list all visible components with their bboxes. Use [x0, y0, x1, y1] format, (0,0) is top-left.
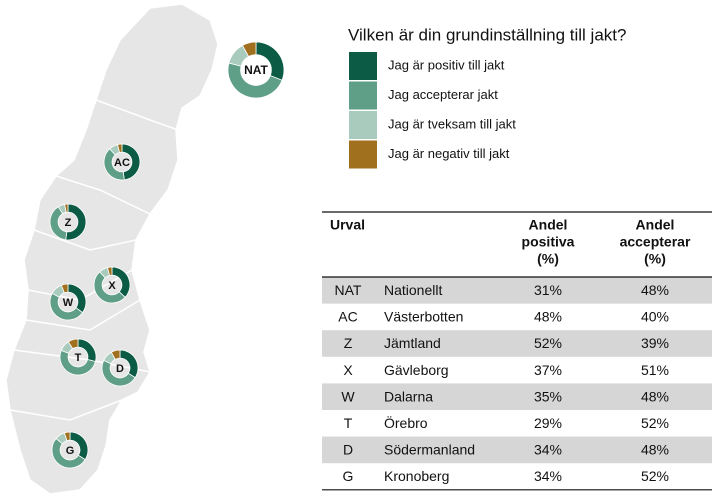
table-cell: 48% — [641, 282, 669, 298]
table-cell: 29% — [534, 415, 562, 431]
donut-segment — [117, 143, 123, 153]
donut: Z — [49, 203, 87, 241]
table-cell: 48% — [641, 442, 669, 458]
table-cell: Södermanland — [384, 442, 475, 458]
sweden-map — [5, 3, 219, 495]
donut-segment — [107, 266, 113, 276]
table-cell: 31% — [534, 282, 562, 298]
row-band — [322, 277, 712, 304]
table-cell: 37% — [534, 362, 562, 378]
donut-label: W — [63, 297, 74, 309]
table-cell: Z — [344, 335, 353, 351]
table-header: (%) — [644, 251, 666, 267]
donut-label: Z — [65, 217, 72, 229]
table-cell: 35% — [534, 388, 562, 404]
table-cell: 34% — [534, 468, 562, 484]
row-band — [322, 383, 712, 410]
legend-label: Jag är negativ till jakt — [388, 146, 510, 161]
table-cell: Kronoberg — [384, 468, 449, 484]
table-cell: 39% — [641, 335, 669, 351]
table-cell: NAT — [335, 282, 362, 298]
donut-label: X — [108, 280, 116, 292]
donut: NAT — [227, 41, 285, 99]
table-cell: 51% — [641, 362, 669, 378]
legend-label: Jag är tveksam till jakt — [388, 116, 516, 131]
table-header: positiva — [522, 234, 575, 250]
donut: T — [59, 338, 97, 376]
table-header: (%) — [537, 251, 559, 267]
donut-segment — [67, 338, 79, 350]
row-band — [322, 330, 712, 357]
table-cell: 52% — [641, 468, 669, 484]
donut: AC — [103, 143, 141, 181]
table-cell: Gävleborg — [384, 362, 449, 378]
donut: X — [93, 266, 131, 304]
donut-label: D — [116, 363, 124, 375]
table-header: accepterar — [620, 234, 691, 250]
legend-swatch — [349, 81, 377, 110]
legend-swatch — [349, 52, 377, 80]
table-header: Andel — [529, 217, 568, 233]
table-cell: Västerbotten — [384, 309, 463, 325]
donuts: NAT AC Z X W T D G — [49, 41, 285, 469]
donut: W — [49, 283, 87, 321]
table-header: Urval — [330, 217, 365, 233]
table-cell: Jämtland — [384, 335, 441, 351]
table-cell: Örebro — [384, 414, 428, 431]
table-cell: Dalarna — [384, 388, 433, 404]
donut-label: NAT — [244, 63, 268, 77]
table-cell: 48% — [534, 309, 562, 325]
donut-segment — [227, 62, 283, 99]
legend-label: Jag accepterar jakt — [388, 87, 498, 102]
donut-label: G — [66, 445, 75, 457]
table-cell: 34% — [534, 442, 562, 458]
donut-label: AC — [114, 157, 130, 169]
donut-segment — [241, 41, 257, 58]
legend-swatch — [349, 111, 377, 139]
legend-title: Vilken är din grundinställning till jakt… — [348, 25, 626, 44]
donut-segment — [63, 431, 71, 442]
table-cell: 48% — [641, 388, 669, 404]
donut: G — [51, 431, 89, 469]
table-cell: 52% — [534, 335, 562, 351]
legend: Jag är positiv till jakt Jag accepterar j… — [349, 52, 516, 169]
legend-swatch — [349, 140, 377, 169]
table-cell: 40% — [641, 309, 669, 325]
table-cell: AC — [338, 309, 357, 325]
table: NAT Nationellt 31% 48% AC Västerbotten 48% 40% Z… — [322, 211, 712, 491]
row-band — [322, 436, 712, 464]
donut-segment — [60, 283, 69, 294]
table-cell: 52% — [641, 415, 669, 431]
table-header: Andel — [636, 217, 675, 233]
table-cell: W — [341, 388, 355, 404]
donut: D — [101, 349, 139, 387]
donut-segment — [110, 349, 121, 360]
table-cell: X — [343, 362, 353, 378]
map — [5, 3, 219, 495]
table-cell: G — [343, 468, 354, 484]
table-cell: D — [343, 442, 353, 458]
table-cell: T — [344, 415, 353, 431]
donut-label: T — [75, 352, 82, 364]
donut-segment — [64, 203, 69, 213]
table-cell: Nationellt — [384, 282, 442, 298]
legend-label: Jag är positiv till jakt — [388, 57, 505, 72]
